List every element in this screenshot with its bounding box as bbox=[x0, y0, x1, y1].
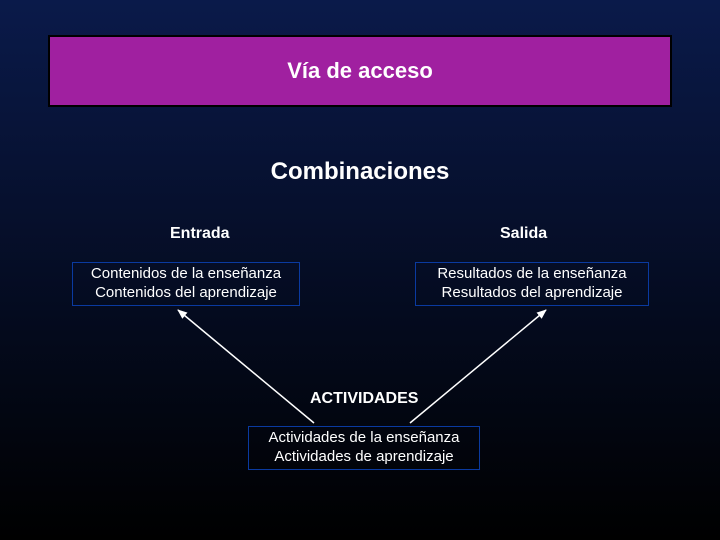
box-salida-line1: Resultados de la enseñanza bbox=[420, 265, 644, 284]
box-entrada-line2: Contenidos del aprendizaje bbox=[77, 284, 295, 303]
box-salida: Resultados de la enseñanza Resultados de… bbox=[415, 262, 649, 306]
heading-entrada: Entrada bbox=[170, 225, 230, 243]
box-salida-line2: Resultados del aprendizaje bbox=[420, 284, 644, 303]
heading-salida: Salida bbox=[500, 225, 547, 243]
title-text: Vía de acceso bbox=[287, 58, 433, 84]
box-actividades-line2: Actividades de aprendizaje bbox=[253, 448, 475, 467]
box-actividades: Actividades de la enseñanza Actividades … bbox=[248, 426, 480, 470]
box-entrada: Contenidos de la enseñanza Contenidos de… bbox=[72, 262, 300, 306]
arrow-left bbox=[178, 310, 314, 423]
heading-actividades: ACTIVIDADES bbox=[310, 390, 418, 408]
title-box: Vía de acceso bbox=[48, 35, 672, 107]
arrow-right bbox=[410, 310, 546, 423]
box-actividades-line1: Actividades de la enseñanza bbox=[253, 429, 475, 448]
box-entrada-line1: Contenidos de la enseñanza bbox=[77, 265, 295, 284]
slide: Vía de acceso Combinaciones Entrada Sali… bbox=[0, 0, 720, 540]
subtitle: Combinaciones bbox=[0, 158, 720, 186]
